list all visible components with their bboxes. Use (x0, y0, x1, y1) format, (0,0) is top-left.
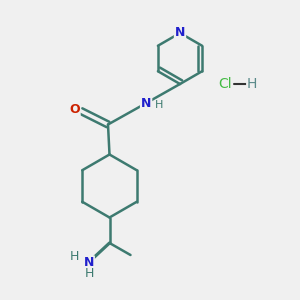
Text: O: O (69, 103, 80, 116)
Text: H: H (84, 267, 94, 280)
Text: N: N (175, 26, 185, 40)
Text: H: H (70, 250, 80, 263)
Text: N: N (84, 256, 94, 269)
Text: H: H (247, 77, 257, 91)
Text: H: H (155, 100, 164, 110)
Text: Cl: Cl (218, 77, 232, 91)
Text: N: N (141, 97, 151, 110)
